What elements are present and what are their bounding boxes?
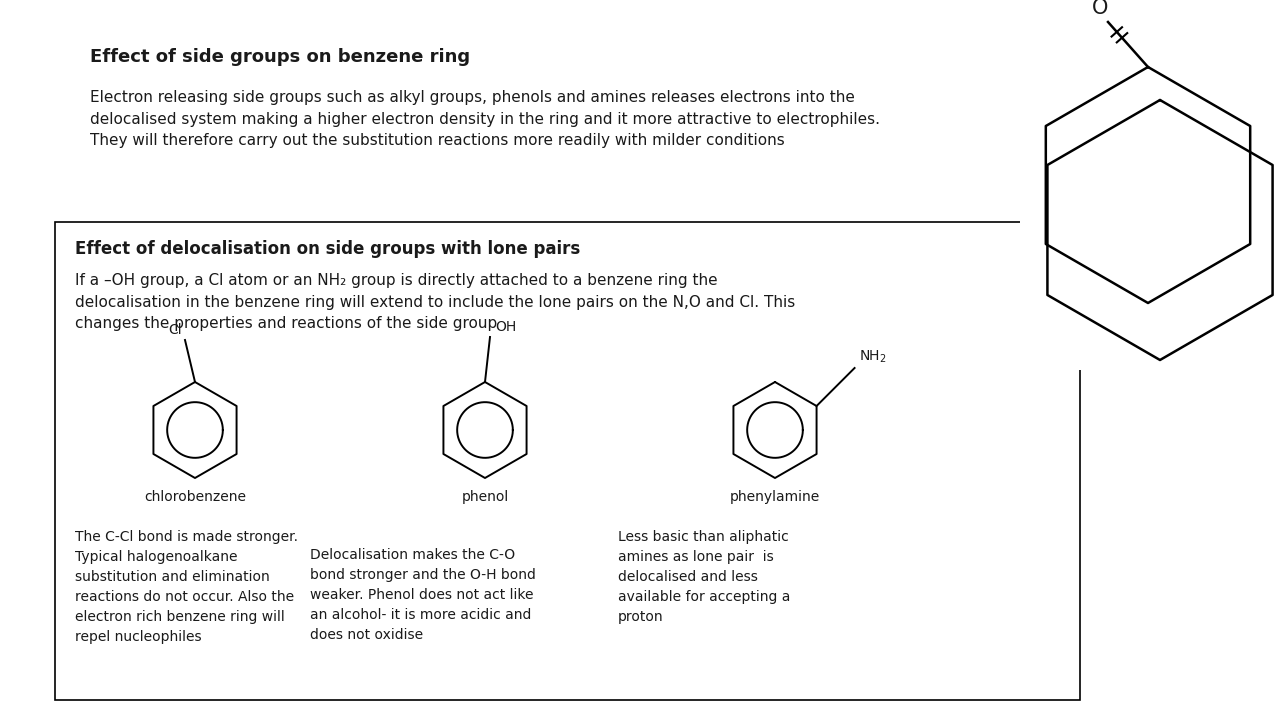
- Text: Delocalisation makes the C-O
bond stronger and the O-H bond
weaker. Phenol does : Delocalisation makes the C-O bond strong…: [310, 548, 536, 642]
- Text: Electron releasing side groups such as alkyl groups, phenols and amines releases: Electron releasing side groups such as a…: [90, 90, 881, 148]
- Text: O: O: [1092, 0, 1108, 18]
- Text: Effect of delocalisation on side groups with lone pairs: Effect of delocalisation on side groups …: [76, 240, 580, 258]
- Text: The C-Cl bond is made stronger.
Typical halogenoalkane
substitution and eliminat: The C-Cl bond is made stronger. Typical …: [76, 530, 298, 644]
- Text: If a –OH group, a Cl atom or an NH₂ group is directly attached to a benzene ring: If a –OH group, a Cl atom or an NH₂ grou…: [76, 273, 795, 331]
- Text: Effect of side groups on benzene ring: Effect of side groups on benzene ring: [90, 48, 470, 66]
- Text: NH$_2$: NH$_2$: [859, 348, 886, 365]
- Text: OH: OH: [495, 320, 516, 334]
- Text: Less basic than aliphatic
amines as lone pair  is
delocalised and less
available: Less basic than aliphatic amines as lone…: [618, 530, 790, 624]
- Text: phenol: phenol: [461, 490, 508, 504]
- Text: phenylamine: phenylamine: [730, 490, 820, 504]
- Bar: [55, 222, 1080, 700]
- Text: Cl: Cl: [169, 323, 182, 337]
- Text: chlorobenzene: chlorobenzene: [143, 490, 246, 504]
- Bar: [1020, 0, 1280, 370]
